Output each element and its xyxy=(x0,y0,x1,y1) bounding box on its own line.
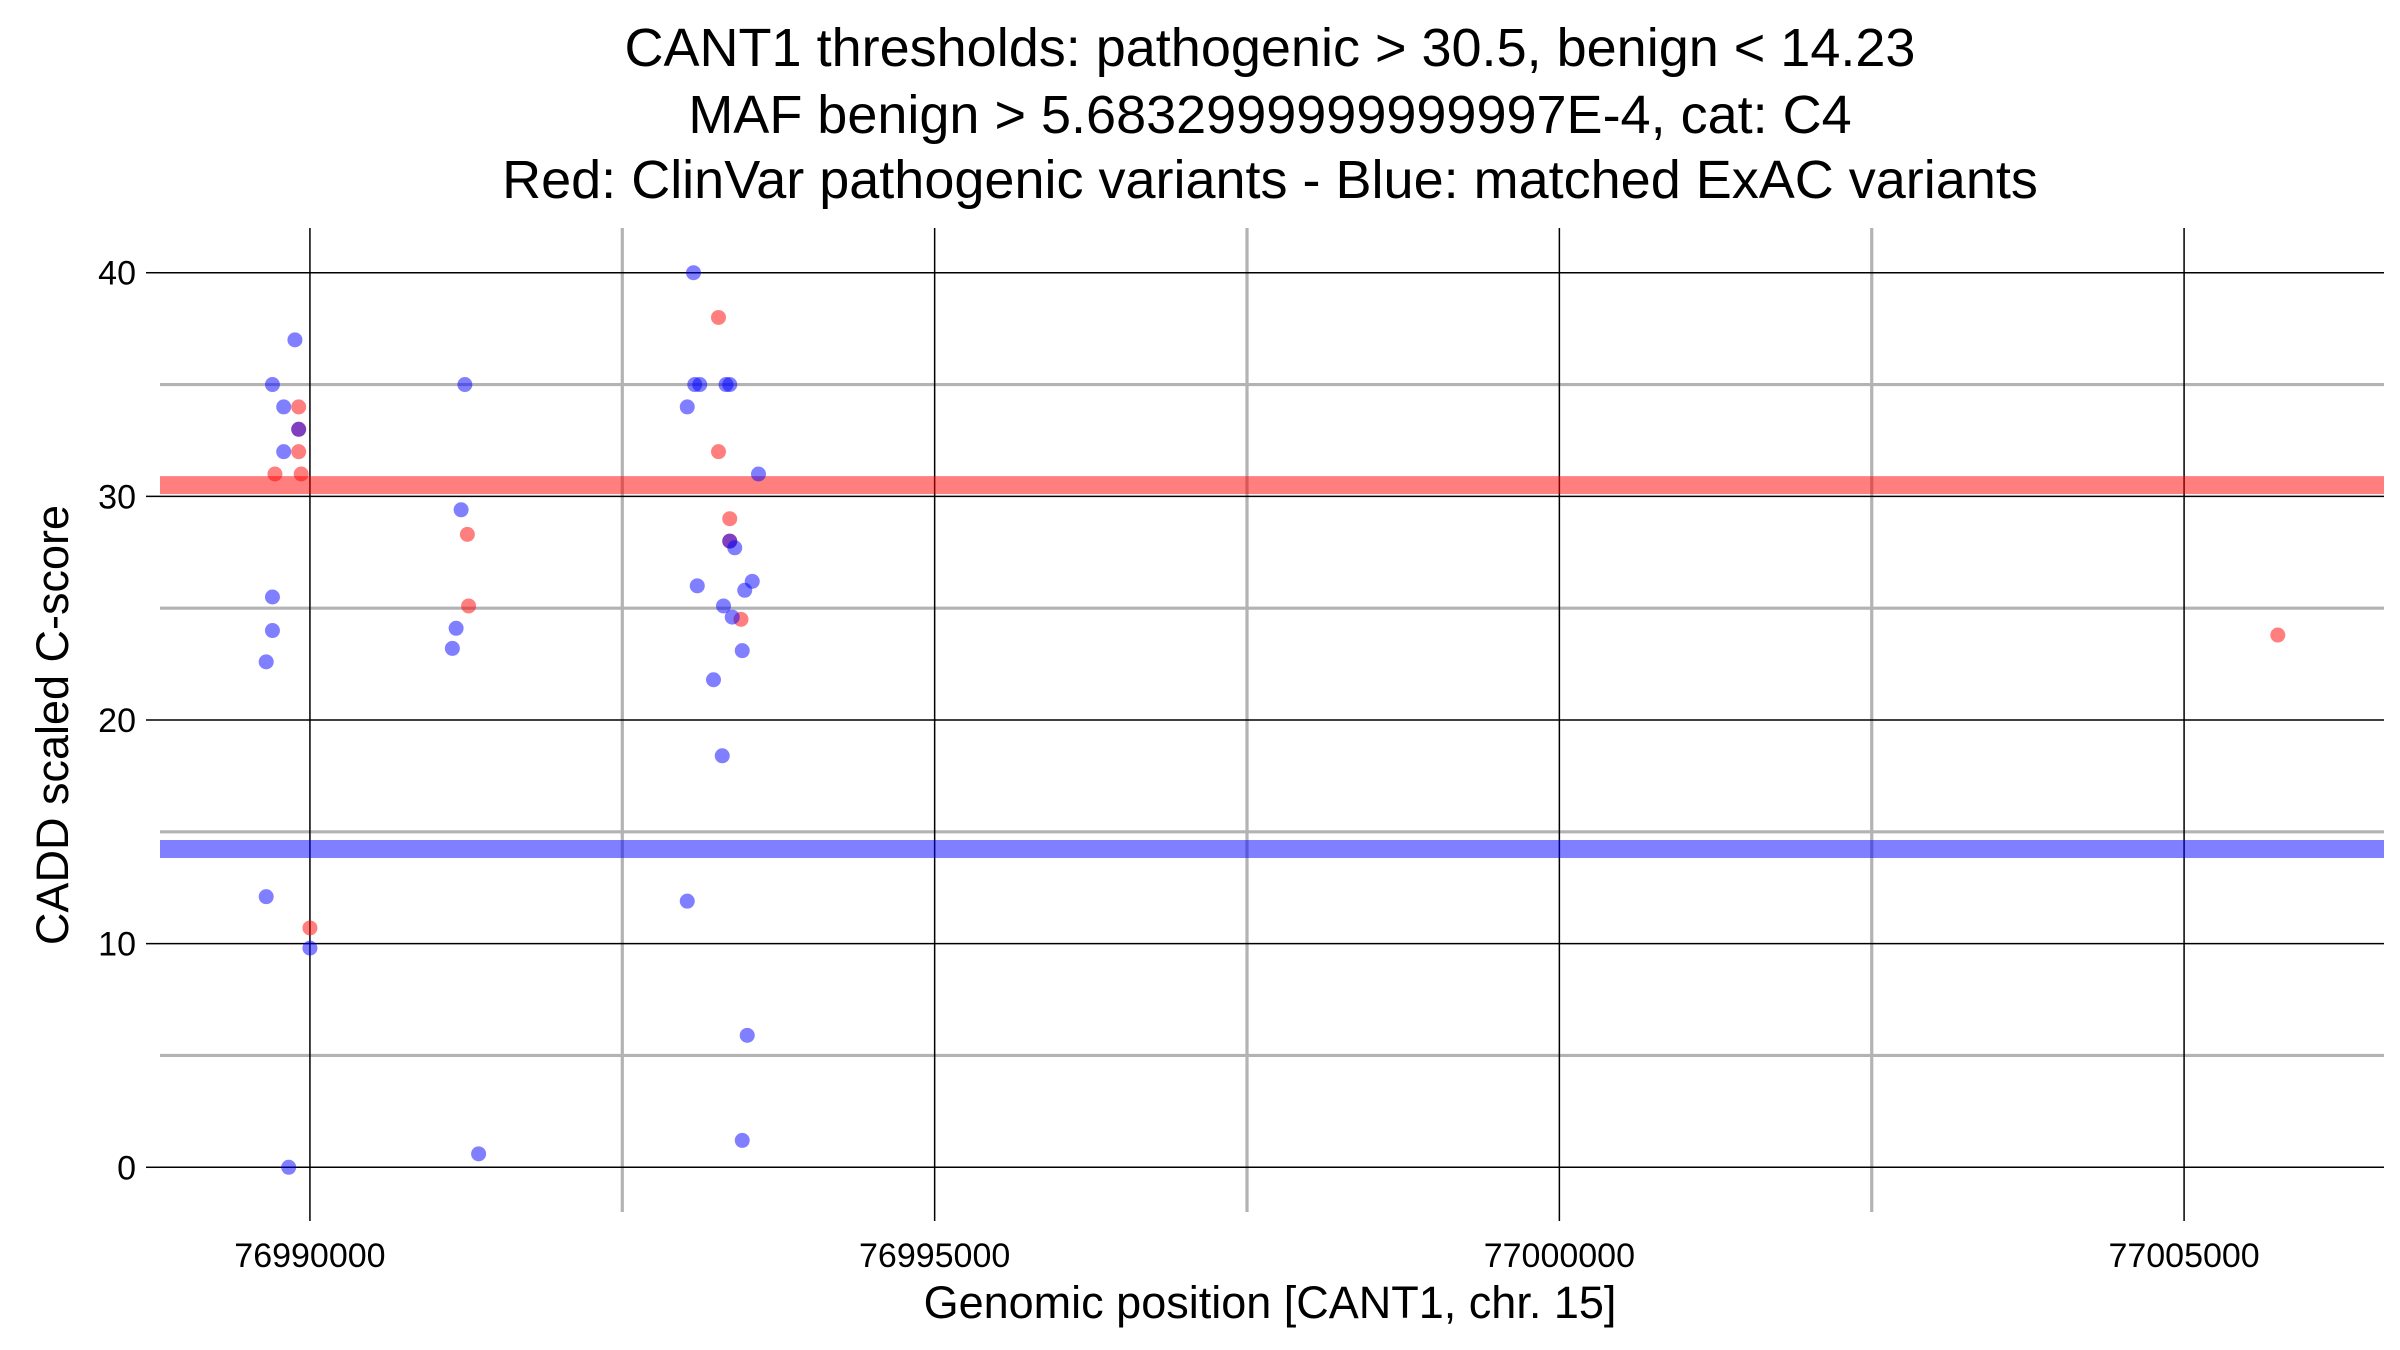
exac-point xyxy=(471,1146,486,1161)
exac-point xyxy=(265,377,280,392)
chart-title-line-2: MAF benign > 5.6832999999999997E-4, cat:… xyxy=(688,85,1851,145)
clinvar-point xyxy=(267,467,282,482)
chart-title-line-3: Red: ClinVar pathogenic variants - Blue:… xyxy=(502,150,2038,210)
exac-point xyxy=(751,467,766,482)
y-tick-label: 40 xyxy=(98,255,136,293)
clinvar-point xyxy=(460,527,475,542)
exac-point xyxy=(735,643,750,658)
x-tick-label: 76995000 xyxy=(859,1237,1010,1275)
exac-point xyxy=(287,332,302,347)
exac-point xyxy=(680,399,695,414)
clinvar-point xyxy=(711,444,726,459)
grid-layer xyxy=(160,228,2384,1212)
x-tick-label: 77005000 xyxy=(2108,1237,2259,1275)
exac-point xyxy=(445,641,460,656)
clinvar-point xyxy=(302,920,317,935)
clinvar-point xyxy=(291,444,306,459)
y-axis-label: CADD scaled C-score xyxy=(27,505,78,945)
exac-point xyxy=(265,590,280,605)
y-tick-label: 0 xyxy=(117,1149,136,1187)
exac-point xyxy=(725,610,740,625)
clinvar-point xyxy=(291,399,306,414)
x-tick-label: 77000000 xyxy=(1484,1237,1635,1275)
tick-layer: 76990000 76995000 77000000 77005000 0 10 20 30 4… xyxy=(98,255,2260,1275)
clinvar-point xyxy=(2270,628,2285,643)
exac-point xyxy=(690,578,705,593)
exac-point xyxy=(457,377,472,392)
exac-point xyxy=(740,1028,755,1043)
y-tick-label: 10 xyxy=(98,926,136,964)
clinvar-point xyxy=(722,511,737,526)
y-tick-label: 30 xyxy=(98,478,136,516)
exac-point xyxy=(281,1160,296,1175)
threshold-layer xyxy=(160,485,2384,849)
x-axis-label: Genomic position [CANT1, chr. 15] xyxy=(924,1277,1617,1328)
clinvar-point xyxy=(461,598,476,613)
exac-point xyxy=(449,621,464,636)
cadd-score-chart: 76990000 76995000 77000000 77005000 0 10 20 30 4… xyxy=(0,0,2400,1350)
exac-point xyxy=(259,654,274,669)
exac-point xyxy=(291,422,306,437)
exac-point xyxy=(715,748,730,763)
exac-point xyxy=(302,941,317,956)
exac-point xyxy=(276,444,291,459)
exac-point xyxy=(735,1133,750,1148)
exac-point xyxy=(259,889,274,904)
exac-point xyxy=(722,377,737,392)
exac-point xyxy=(680,894,695,909)
exac-point xyxy=(692,377,707,392)
clinvar-point xyxy=(711,310,726,325)
exac-point xyxy=(745,574,760,589)
clinvar-point xyxy=(294,467,309,482)
y-tick-label: 20 xyxy=(98,702,136,740)
exac-point xyxy=(706,672,721,687)
exac-point xyxy=(454,502,469,517)
x-tick-label: 76990000 xyxy=(234,1237,385,1275)
exac-point xyxy=(727,540,742,555)
exac-point xyxy=(686,265,701,280)
exac-point xyxy=(265,623,280,638)
chart-title-line-1: CANT1 thresholds: pathogenic > 30.5, ben… xyxy=(625,18,1916,78)
exac-point xyxy=(276,399,291,414)
